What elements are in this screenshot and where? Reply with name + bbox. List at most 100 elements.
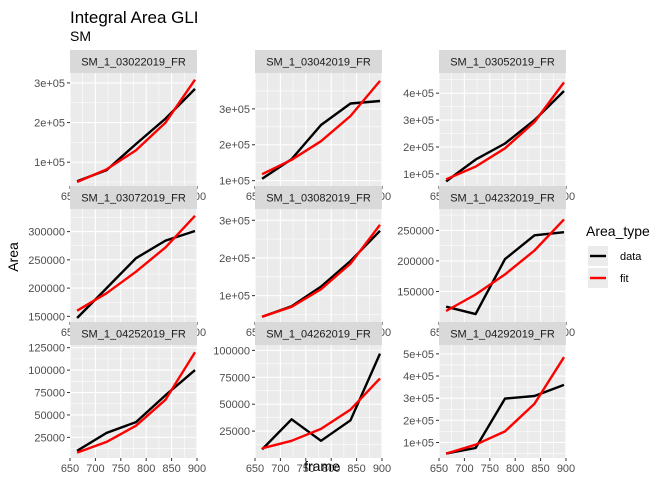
x-tick-label: 650 [246, 463, 264, 475]
series-line-fit [76, 351, 197, 454]
x-tick-label: 650 [61, 463, 79, 475]
y-tick-label: 200000 [397, 256, 434, 268]
x-axis-title: frame [304, 458, 340, 474]
facet-panel: SM_1_04232019_FR650700750800850900150000… [397, 186, 575, 339]
facet-panel: SM_1_03072019_FR650700750800850900150000… [28, 186, 206, 339]
facet-strip-label: SM_1_03072019_FR [81, 193, 186, 205]
y-tick-label: 3e+05 [403, 115, 434, 127]
facet-strip-label: SM_1_03052019_FR [450, 57, 555, 69]
y-tick-label: 100000 [28, 365, 65, 377]
series-line-fit [76, 214, 196, 312]
facet-strip [255, 50, 382, 73]
y-tick-label: 4e+05 [403, 371, 434, 383]
series-line-fit [445, 356, 566, 455]
y-tick-label: 5e+05 [403, 349, 434, 361]
y-axis-title: Area [5, 242, 21, 272]
x-tick-label: 800 [506, 463, 524, 475]
facet-strip [439, 50, 566, 73]
series-line-fit [76, 79, 196, 184]
legend-label: fit [620, 273, 629, 285]
facet-strip-label: SM_1_03082019_FR [266, 193, 371, 205]
series-line-data [76, 369, 196, 452]
x-tick-label: 800 [322, 463, 340, 475]
facet-grid: SM_1_03022019_FR 650 700 750 800 850 900 1e+05 2… [28, 50, 575, 475]
x-tick-label: 850 [162, 463, 180, 475]
x-tick-label: 700 [455, 463, 473, 475]
facet-strip [439, 322, 566, 345]
legend-item-fit: fit [588, 268, 629, 288]
legend-item-data: data [588, 246, 642, 266]
x-tick-label: 900 [373, 463, 391, 475]
legend: Area_type data fit [586, 223, 650, 288]
y-tick-label: 2e+05 [219, 253, 250, 265]
y-tick-label: 1e+05 [403, 169, 434, 181]
facet-strip-label: SM_1_03042019_FR [266, 57, 371, 69]
y-tick-label: 250000 [28, 255, 65, 267]
y-tick-label: 2e+05 [34, 118, 65, 130]
facet-panel: SM_1_03022019_FR6507007508008509001e+052… [34, 50, 206, 203]
y-tick-label: 100000 [213, 345, 250, 357]
x-tick-label: 700 [86, 463, 104, 475]
y-tick-label: 1e+05 [219, 176, 250, 188]
facet-strip [70, 50, 197, 73]
y-tick-label: 25000 [34, 432, 65, 444]
x-tick-label: 850 [347, 463, 365, 475]
legend-title: Area_type [586, 223, 650, 239]
series-line-fit [445, 81, 565, 181]
y-tick-label: 1e+05 [403, 437, 434, 449]
series-line-fit [261, 377, 381, 450]
series-line-data [445, 231, 565, 316]
y-tick-label: 150000 [28, 311, 65, 323]
x-tick-label: 900 [188, 463, 206, 475]
facet-strip [255, 186, 382, 209]
y-tick-label: 25000 [219, 426, 250, 438]
series-line-data [445, 383, 565, 455]
y-tick-label: 1e+05 [34, 157, 65, 169]
facet-panel: SM_1_03042019_FR6507007508008509001e+052… [219, 50, 391, 203]
legend-items: data fit [588, 246, 642, 288]
y-tick-label: 300000 [28, 227, 65, 239]
facet-strip-label: SM_1_04262019_FR [266, 329, 371, 341]
facet-strip-label: SM_1_03022019_FR [81, 57, 186, 69]
y-tick-label: 1e+05 [219, 291, 250, 303]
y-tick-label: 3e+05 [403, 393, 434, 405]
y-tick-label: 2e+05 [403, 415, 434, 427]
facet-strip [255, 322, 382, 345]
series-line-fit [261, 80, 381, 176]
facet-panel: SM_1_03052019_FR6507007508008509001e+052… [403, 50, 575, 203]
y-tick-label: 125000 [28, 343, 65, 355]
facet-strip [439, 186, 566, 209]
x-tick-label: 700 [271, 463, 289, 475]
facet-panel: SM_1_04262019_FR 650 700 750 800 850 900 25000 5… [213, 322, 391, 475]
y-tick-label: 150000 [397, 286, 434, 298]
y-tick-label: 2e+05 [219, 140, 250, 152]
y-tick-label: 2e+05 [403, 142, 434, 154]
y-tick-label: 200000 [28, 283, 65, 295]
x-tick-label: 850 [531, 463, 549, 475]
y-tick-label: 75000 [34, 388, 65, 400]
facet-panel: SM_1_04292019_FR 650 700 750 800 850 900 1e+05 2… [403, 322, 575, 475]
facet-strip [70, 322, 197, 345]
series-line-fit [445, 218, 565, 313]
legend-label: data [620, 251, 642, 263]
y-tick-label: 250000 [397, 225, 434, 237]
chart-subtitle: SM [70, 28, 91, 44]
x-tick-label: 900 [557, 463, 575, 475]
y-tick-label: 4e+05 [403, 88, 434, 100]
facet-panel: SM_1_04252019_FR 650 700 750 800 850 900 25000 5… [28, 322, 206, 475]
y-tick-label: 3e+05 [219, 104, 250, 116]
y-tick-label: 3e+05 [34, 78, 65, 90]
facet-strip-label: SM_1_04252019_FR [81, 329, 186, 341]
y-tick-label: 50000 [219, 399, 250, 411]
facet-strip [70, 186, 197, 209]
x-tick-label: 750 [112, 463, 130, 475]
x-tick-label: 650 [430, 463, 448, 475]
chart-title: Integral Area GLI [70, 8, 199, 27]
facet-strip-label: SM_1_04232019_FR [450, 193, 555, 205]
series-line-fit [261, 224, 381, 318]
y-tick-label: 50000 [34, 410, 65, 422]
y-tick-label: 3e+05 [219, 215, 250, 227]
y-tick-label: 75000 [219, 372, 250, 384]
facet-panel: SM_1_03082019_FR6507007508008509001e+052… [219, 186, 391, 339]
